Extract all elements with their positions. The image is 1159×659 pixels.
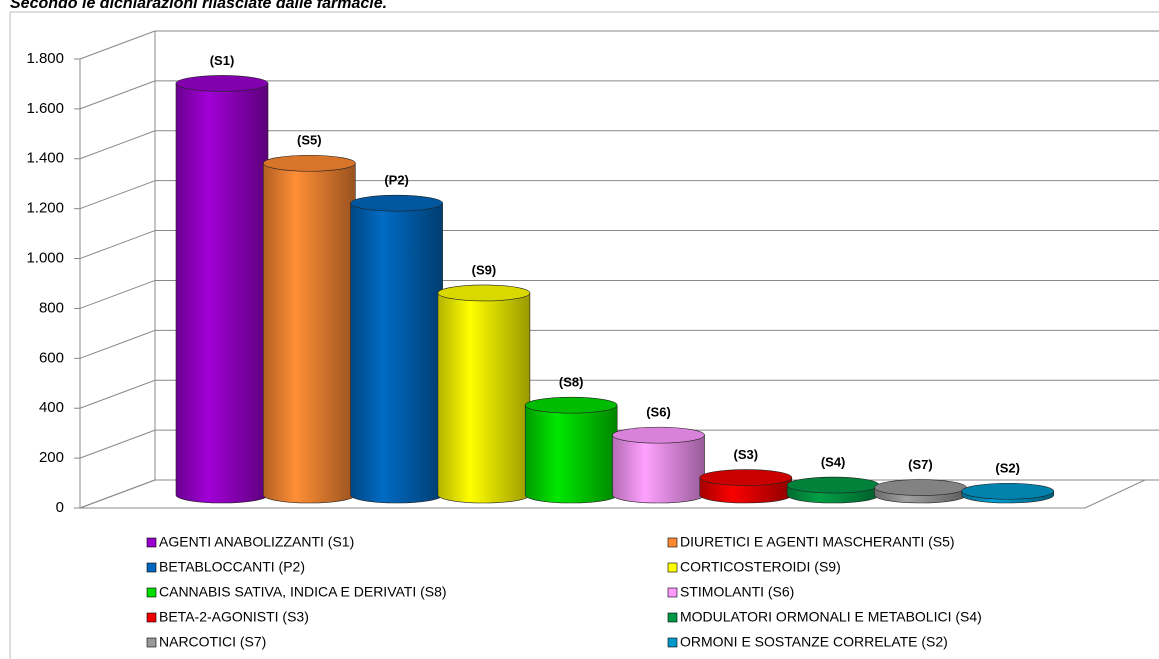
bar-top: [612, 426, 705, 444]
bar: [263, 162, 356, 504]
legend-swatch: [146, 612, 157, 623]
grid-line: [79, 479, 156, 509]
bar-label: (S9): [472, 262, 497, 277]
legend-label: BETA-2-AGONISTI (S3): [159, 609, 309, 625]
bar-top: [874, 479, 967, 496]
bar-top: [350, 194, 443, 212]
legend-label: MODULATORI ORMONALI E METABOLICI (S4): [680, 609, 982, 625]
y-tick-label: 600: [39, 349, 64, 366]
bar-top: [437, 284, 531, 302]
y-tick-label: 1.400: [26, 150, 64, 167]
legend-label: ORMONI E SOSTANZE CORRELATE (S2): [680, 634, 948, 650]
grid-line: [79, 180, 156, 210]
legend-label: NARCOTICI (S7): [159, 634, 266, 650]
legend-label: CANNABIS SATIVA, INDICA E DERIVATI (S8): [159, 584, 447, 600]
y-tick-label: 0: [56, 499, 64, 516]
legend-label: BETABLOCCANTI (P2): [159, 559, 305, 575]
bar-top: [262, 154, 356, 172]
y-tick-label: 400: [39, 399, 64, 416]
bar-top: [961, 482, 1055, 500]
y-tick-label: 800: [39, 299, 64, 316]
y-tick-label: 1.000: [26, 250, 64, 267]
legend-label: STIMOLANTI (S6): [680, 584, 794, 600]
bar-label: (S7): [908, 457, 933, 472]
bar-top: [699, 469, 793, 486]
legend-label: DIURETICI E AGENTI MASCHERANTI (S5): [680, 534, 955, 550]
legend-label: AGENTI ANABOLIZZANTI (S1): [159, 534, 354, 550]
bar-top: [524, 396, 618, 414]
grid-line: [79, 329, 156, 359]
y-tick-label: 1.800: [26, 50, 64, 67]
grid-line: [79, 379, 156, 409]
grid-line: [79, 230, 156, 260]
grid-line: [79, 30, 156, 60]
bar-label: (S6): [646, 405, 671, 420]
legend-swatch: [146, 562, 157, 573]
bar: [350, 202, 443, 504]
bar-top: [175, 75, 269, 92]
legend-swatch: [667, 612, 678, 623]
legend-swatch: [667, 587, 678, 598]
y-tick-label: 200: [39, 449, 64, 466]
legend-swatch: [667, 537, 678, 548]
grid-line: [79, 429, 156, 459]
legend-label: CORTICOSTEROIDI (S9): [680, 559, 841, 575]
bar-label: (P2): [384, 173, 409, 188]
legend-swatch: [146, 587, 157, 598]
bar: [524, 404, 618, 504]
grid-line: [79, 130, 156, 160]
grid-line: [79, 279, 156, 309]
chart-title: Secondo le dichiarazioni rilasciate dall…: [10, 0, 387, 12]
grid-line: [79, 80, 156, 110]
bar-label: (S4): [821, 454, 846, 469]
legend-swatch: [667, 562, 678, 573]
bar-label: (S8): [559, 375, 584, 390]
bar-label: (S2): [995, 461, 1020, 476]
bar-label: (S5): [297, 133, 322, 148]
legend-swatch: [146, 537, 157, 548]
bar: [175, 83, 269, 504]
y-tick-label: 1.600: [26, 100, 64, 117]
legend-swatch: [146, 637, 157, 648]
y-tick-label: 1.200: [26, 200, 64, 217]
bar-label: (S3): [734, 447, 759, 462]
bar: [437, 292, 531, 504]
bar-label: (S1): [210, 53, 235, 68]
bar-top: [786, 476, 880, 494]
legend-swatch: [667, 637, 678, 648]
bar: [612, 434, 705, 504]
